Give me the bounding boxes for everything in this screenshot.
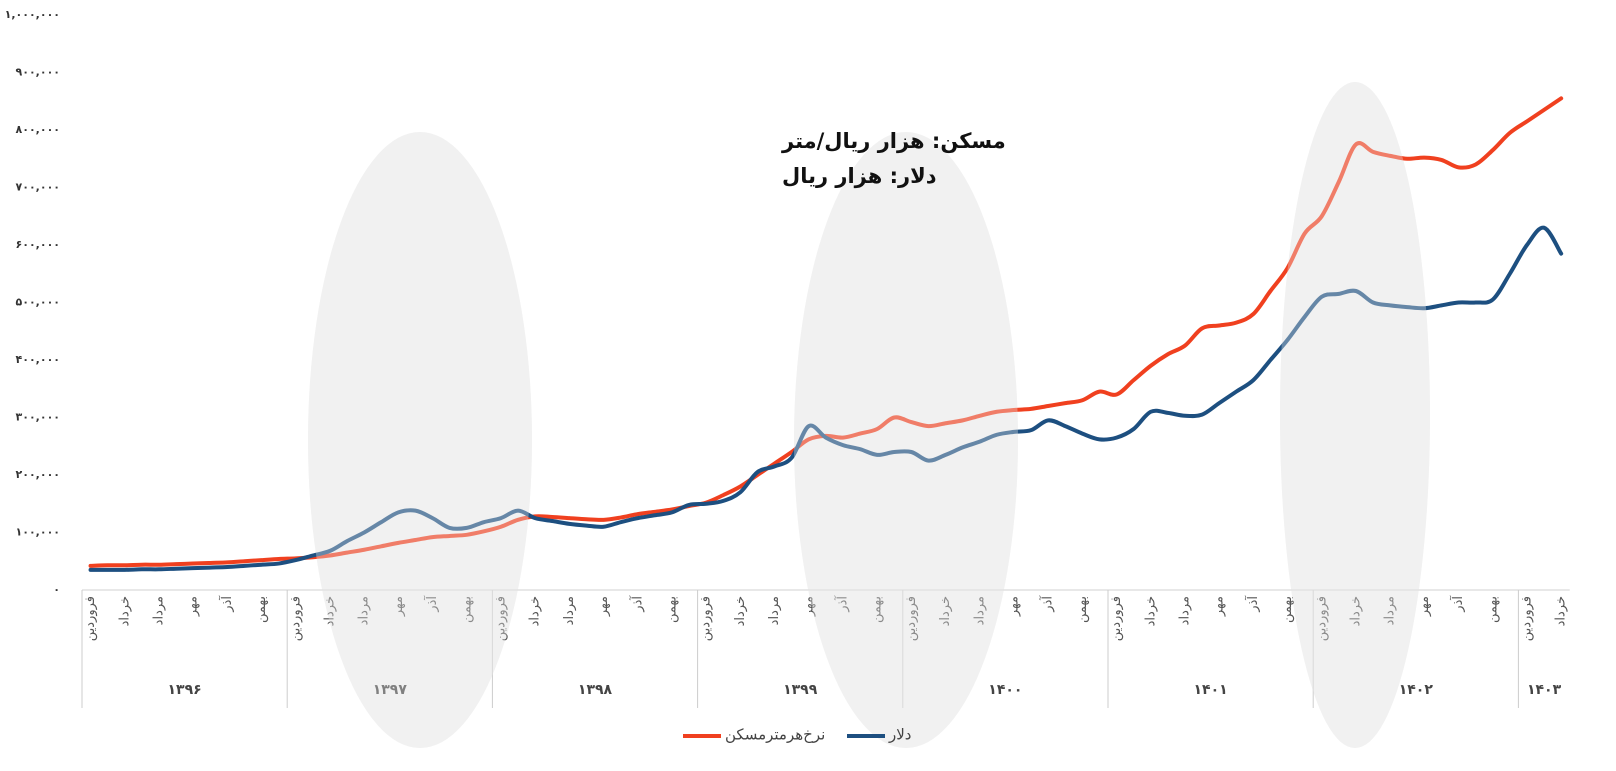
x-tick-label: مهر (186, 596, 201, 617)
group-label: ۱۳۹۹ (783, 682, 818, 698)
highlight-ellipse (794, 132, 1018, 748)
y-tick-label: ۷۰۰,۰۰۰ (16, 181, 60, 194)
x-tick-label: مرداد (1383, 596, 1398, 625)
x-tick-label: بهمن (1280, 596, 1295, 623)
x-tick-label: بهمن (459, 596, 474, 623)
x-tick-label: آذر (218, 595, 235, 613)
y-tick-label: ۹۰۰,۰۰۰ (16, 66, 60, 79)
y-tick-label: ۲۰۰,۰۰۰ (16, 468, 60, 481)
y-tick-label: ۶۰۰,۰۰۰ (16, 238, 60, 251)
highlight-ellipse (1280, 82, 1430, 748)
group-label: ۱۴۰۰ (988, 682, 1022, 698)
highlight-overlay-ellipse (1280, 82, 1430, 748)
highlight-overlay-ellipse (794, 132, 1018, 748)
highlight-overlay (308, 82, 1430, 748)
x-tick-label: آذر (1449, 595, 1466, 613)
x-tick-label: فروردین (83, 596, 98, 641)
x-tick-label: خرداد (733, 596, 748, 626)
x-tick-label: مهر (391, 596, 406, 617)
y-tick-label: ۵۰۰,۰۰۰ (16, 296, 60, 309)
y-tick-label: ۳۰۰,۰۰۰ (16, 411, 60, 424)
x-tick-label: خرداد (1143, 596, 1158, 626)
x-tick-label: بهمن (1485, 596, 1500, 623)
x-tick-label: خرداد (117, 596, 132, 626)
plot: ۰ ۱۰۰,۰۰۰ ۲۰۰,۰۰۰ ۳۰۰,۰۰۰ ۴۰۰,۰۰۰ ۵۰۰,۰۰۰ ۶۰۰,… (5, 8, 1570, 708)
x-tick-label: مرداد (562, 596, 577, 625)
x-tick-label: مهر (1006, 596, 1021, 617)
y-tick-label: ۱,۰۰۰,۰۰۰ (5, 8, 60, 21)
x-tick-label: آذر (833, 595, 850, 613)
group-label: ۱۳۹۶ (168, 682, 202, 698)
x-tick-label: مهر (801, 596, 816, 617)
x-tick-label: مهر (1417, 596, 1432, 617)
x-tick-label: مرداد (1177, 596, 1192, 625)
x-tick-label: فروردین (904, 596, 919, 641)
x-tick-label: فروردین (493, 596, 508, 641)
legend-label: نرخ‌هرمترمسکن (725, 726, 825, 744)
highlight-ellipse (308, 132, 532, 748)
x-tick-label: مرداد (972, 596, 987, 625)
x-tick-label: آذر (423, 595, 440, 613)
x-tick-label: آذر (628, 595, 645, 613)
y-tick-label: ۰ (53, 583, 60, 596)
x-tick-label: فروردین (1109, 596, 1124, 641)
legend-label: دلار (888, 726, 911, 744)
annotation: دلار: هزار ریال (782, 164, 937, 188)
group-label: ۱۴۰۱ (1194, 682, 1228, 698)
y-tick-label: ۱۰۰,۰۰۰ (16, 526, 60, 539)
y-tick-label: ۴۰۰,۰۰۰ (16, 353, 60, 366)
x-tick-label: بهمن (254, 596, 269, 623)
x-tick-label: مهر (1212, 596, 1227, 617)
x-tick-label: فروردین (699, 596, 714, 641)
x-tick-label: آذر (1039, 595, 1056, 613)
highlight-overlay-ellipse (308, 132, 532, 748)
annotation: مسکن: هزار ریال/متر (781, 129, 1006, 153)
x-tick-label: خرداد (1348, 596, 1363, 626)
y-tick-label: ۸۰۰,۰۰۰ (16, 123, 60, 136)
x-tick-label: خرداد (938, 596, 953, 626)
group-label: ۱۳۹۷ (373, 682, 408, 698)
group-label: ۱۳۹۸ (578, 682, 613, 698)
x-tick-label: مرداد (357, 596, 372, 625)
x-tick-label: مرداد (767, 596, 782, 625)
x-tick-label: بهمن (870, 596, 885, 623)
group-label: ۱۴۰۲ (1399, 682, 1434, 698)
x-tick-label: فروردین (1519, 596, 1534, 641)
x-tick-label: فروردین (1314, 596, 1329, 641)
x-tick-label: خرداد (1554, 596, 1569, 626)
x-tick-label: بهمن (1075, 596, 1090, 623)
x-tick-label: فروردین (288, 596, 303, 641)
x-tick-label: خرداد (322, 596, 337, 626)
x-tick-label: بهمن (664, 596, 679, 623)
series-line (88, 225, 1564, 572)
highlight-bands (308, 82, 1430, 748)
group-label: ۱۴۰۳ (1527, 682, 1562, 698)
x-tick-label: آذر (1244, 595, 1261, 613)
x-tick-label: خرداد (528, 596, 543, 626)
x-tick-label: مرداد (151, 596, 166, 625)
x-tick-label: مهر (596, 596, 611, 617)
